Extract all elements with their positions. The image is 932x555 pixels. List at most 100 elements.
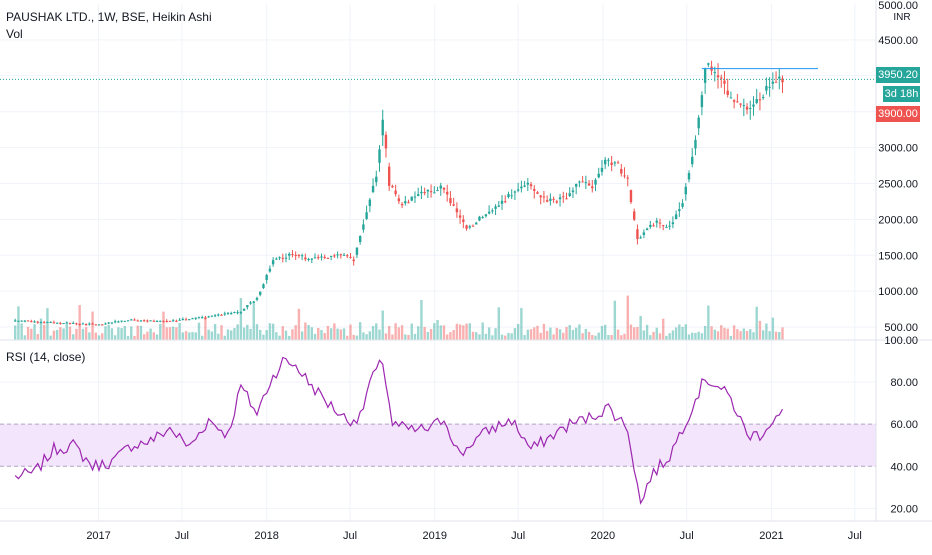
volume-bar xyxy=(636,326,639,340)
volume-bar xyxy=(26,326,30,340)
volume-bar xyxy=(200,335,204,340)
volume-bar xyxy=(68,326,72,340)
candle-body xyxy=(223,313,226,315)
volume-bar xyxy=(191,332,194,340)
candle-body xyxy=(313,257,317,259)
candle-body xyxy=(510,195,513,197)
candle-body xyxy=(317,257,320,259)
volume-bar xyxy=(362,332,365,340)
candle-body xyxy=(271,260,275,265)
volume-bar xyxy=(771,317,775,340)
candle-body xyxy=(768,86,771,88)
candle-body xyxy=(516,189,520,191)
volume-bar xyxy=(213,323,217,340)
volume-bar xyxy=(294,325,297,340)
volume-bar xyxy=(523,335,526,340)
candle-body xyxy=(520,186,523,189)
candle-body xyxy=(168,320,172,322)
volume-bar xyxy=(671,330,675,340)
volume-bar xyxy=(371,326,375,340)
candle-body xyxy=(397,198,401,202)
volume-bar xyxy=(313,333,317,340)
candle-body xyxy=(55,322,59,324)
volume-bar xyxy=(75,328,78,340)
candle-body xyxy=(355,247,359,255)
candle-body xyxy=(136,320,139,322)
candle-body xyxy=(584,182,588,184)
candle-body xyxy=(504,201,507,203)
candle-body xyxy=(687,173,691,180)
volume-bar xyxy=(555,327,559,340)
volume-bar xyxy=(539,332,542,340)
candle-body xyxy=(678,209,681,212)
candle-body xyxy=(20,320,23,322)
volume-bar xyxy=(162,311,165,340)
volume-bar xyxy=(133,335,136,340)
volume-bar xyxy=(761,330,765,340)
candle-body xyxy=(371,185,375,193)
candle-body xyxy=(645,228,649,231)
x-tick-label: Jul xyxy=(511,530,525,542)
candle-body xyxy=(697,117,700,129)
volume-bar xyxy=(320,329,323,340)
candle-body xyxy=(626,177,629,179)
candle-body xyxy=(265,274,268,281)
volume-bar xyxy=(220,325,223,340)
y-tick-label: 1000.00 xyxy=(878,286,918,298)
candle-body xyxy=(694,139,697,149)
candle-body xyxy=(249,302,252,304)
candle-body xyxy=(381,119,384,136)
candle-body xyxy=(326,257,330,259)
volume-bar xyxy=(230,330,233,340)
candle-body xyxy=(346,255,349,257)
candle-body xyxy=(507,194,510,198)
candle-body xyxy=(181,319,185,321)
volume-bar xyxy=(591,335,594,340)
volume-bar xyxy=(36,334,39,340)
candle-body xyxy=(458,215,462,218)
volume-bar xyxy=(310,327,314,340)
volume-bar xyxy=(616,329,620,340)
volume-bar xyxy=(368,331,372,340)
volume-bar xyxy=(88,332,91,340)
volume-bar xyxy=(236,324,239,340)
volume-bar xyxy=(633,327,636,340)
candle-body xyxy=(368,199,372,207)
volume-bar xyxy=(413,333,417,340)
volume-bar xyxy=(600,325,604,340)
candle-body xyxy=(729,97,733,99)
rsi-band xyxy=(0,424,876,467)
candle-body xyxy=(262,284,265,289)
volume-bar xyxy=(81,328,85,340)
volume-layer xyxy=(13,295,784,340)
volume-bar xyxy=(120,328,123,340)
candle-body xyxy=(39,322,43,324)
candle-layer[interactable] xyxy=(13,60,784,326)
volume-bar xyxy=(204,317,207,340)
volume-bar xyxy=(465,323,468,340)
volume-bar xyxy=(259,329,262,340)
candle-body xyxy=(781,78,784,83)
candle-body xyxy=(481,216,484,218)
candle-body xyxy=(320,256,323,258)
volume-bar xyxy=(43,324,46,340)
volume-bar xyxy=(513,328,517,340)
volume-bar xyxy=(533,327,536,340)
rsi-line xyxy=(14,356,784,505)
candle-body xyxy=(336,254,339,256)
candle-body xyxy=(275,258,278,260)
candle-body xyxy=(752,104,755,107)
candle-body xyxy=(310,258,314,260)
candle-body xyxy=(300,255,304,257)
volume-bar xyxy=(342,328,346,340)
volume-label: Vol xyxy=(6,27,23,41)
volume-bar xyxy=(578,324,581,340)
volume-bar xyxy=(723,327,726,340)
candle-body xyxy=(178,319,181,321)
candle-body xyxy=(565,198,568,200)
volume-bar xyxy=(736,329,739,340)
candle-body xyxy=(391,185,394,188)
candle-body xyxy=(171,320,175,322)
candle-body xyxy=(33,321,36,323)
candle-body xyxy=(59,322,62,324)
